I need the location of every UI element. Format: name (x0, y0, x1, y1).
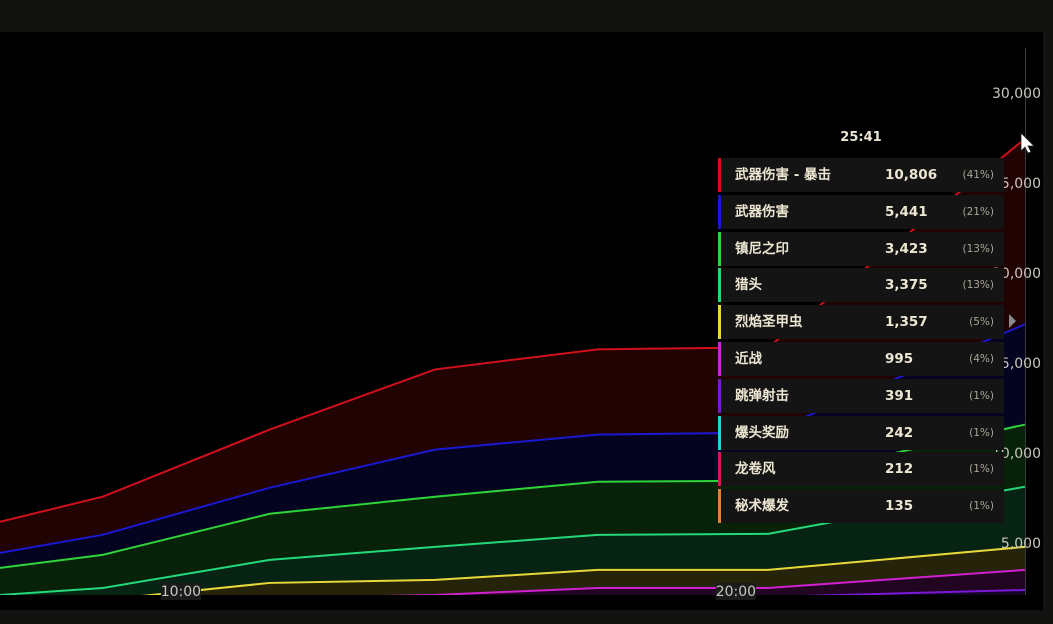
tooltip-row: 龙卷风 212 (1%) (718, 452, 1004, 487)
x-tick-bg (715, 583, 756, 600)
x-tick-label: 10:00 (161, 584, 201, 600)
area-band (0, 138, 1025, 553)
damage-percent: (1%) (969, 500, 994, 513)
damage-value: 391 (885, 387, 914, 404)
axes: 5,000 10,000 15,000 20,000 25,000 30,000 10:00… (161, 86, 1041, 600)
ability-name: 镇尼之印 (735, 240, 789, 257)
damage-percent: (1%) (969, 426, 994, 439)
color-bar (718, 452, 721, 487)
damage-percent: (21%) (962, 205, 994, 218)
plot-area (0, 138, 1026, 624)
tooltip-row: 猎头 3,375 (13%) (718, 268, 1004, 303)
damage-value: 242 (885, 424, 914, 441)
color-bar (718, 341, 721, 376)
damage-percent: (41%) (962, 169, 994, 181)
ability-name: 烈焰圣甲虫 (735, 314, 803, 331)
area-band (0, 618, 1025, 624)
ability-name: 武器伤害 (735, 203, 789, 220)
series-line (0, 618, 1025, 624)
color-bar (718, 194, 721, 229)
damage-value: 5,441 (885, 203, 928, 220)
series-line (379, 568, 1026, 595)
area-band (0, 324, 1025, 568)
tooltip-row: 秘术爆发 135 (1%) (718, 489, 1004, 524)
area-band (0, 424, 1025, 595)
ability-name: 跳弹射击 (735, 387, 789, 404)
damage-percent: (1%) (969, 463, 994, 476)
color-bar (718, 231, 721, 266)
ability-name: 龙卷风 (735, 461, 776, 478)
y-tick-label: 30,000 (992, 86, 1041, 102)
damage-value: 995 (885, 350, 914, 367)
damage-value: 3,423 (885, 240, 928, 257)
color-bar (718, 378, 721, 413)
ability-name: 武器伤害 - 暴击 (735, 167, 832, 183)
damage-percent: (13%) (962, 242, 994, 255)
damage-value: 10,806 (885, 167, 938, 183)
damage-value: 212 (885, 461, 914, 478)
damage-value: 1,357 (885, 314, 928, 331)
y-tick-label: 25,000 (992, 176, 1041, 192)
tooltip-row: 镇尼之印 3,423 (13%) (718, 231, 1004, 266)
area-band (0, 486, 1025, 595)
tooltip-row: 爆头奖励 242 (1%) (718, 415, 1004, 450)
color-bar (718, 415, 721, 450)
tooltip-row: 武器伤害 5,441 (21%) (718, 194, 1004, 229)
series-line (141, 545, 1026, 595)
color-bar (718, 268, 721, 303)
tooltip-row: 跳弹射击 391 (1%) (718, 378, 1004, 413)
damage-value: 135 (885, 498, 914, 515)
cursor (1020, 132, 1035, 154)
damage-percent: (4%) (969, 352, 994, 365)
x-tick-label: 20:00 (716, 584, 756, 600)
ability-name: 猎头 (735, 277, 762, 294)
damage-percent: (13%) (962, 279, 994, 292)
tooltip-row: 武器伤害 - 暴击 10,806 (41%) (718, 158, 1004, 192)
color-bar (718, 158, 721, 192)
damage-percent: (1%) (969, 389, 994, 402)
ability-name: 秘术爆发 (735, 498, 789, 515)
damage-value: 3,375 (885, 277, 928, 294)
y-tick-label: 5,000 (1001, 536, 1041, 552)
x-tick-bg (160, 583, 201, 600)
series-line (0, 485, 1026, 595)
color-bar (718, 489, 721, 524)
damage-percent: (5%) (969, 316, 994, 329)
color-bar (718, 305, 721, 340)
y-tick-label: 15,000 (992, 356, 1041, 372)
tooltip-rows: 武器伤害 - 暴击 10,806 (41%) 武器伤害 5,441 (21%) 镇尼之印 3,… (718, 158, 1004, 524)
tooltip: 25:41 武器伤害 - 暴击 10,806 (41%) 武器伤害 5,441 (21%)… (718, 126, 1004, 526)
scroll-arrow[interactable] (1009, 314, 1016, 328)
y-tick-label: 10,000 (992, 446, 1041, 462)
tooltip-row: 近战 995 (4%) (718, 341, 1004, 376)
tooltip-row: 烈焰圣甲虫 1,357 (5%) (718, 305, 1004, 340)
tooltip-title: 25:41 (840, 130, 882, 145)
ability-name: 爆头奖励 (735, 424, 789, 441)
ability-name: 近战 (735, 350, 762, 367)
area-band (0, 608, 1025, 624)
y-tick-label: 20,000 (992, 266, 1041, 282)
